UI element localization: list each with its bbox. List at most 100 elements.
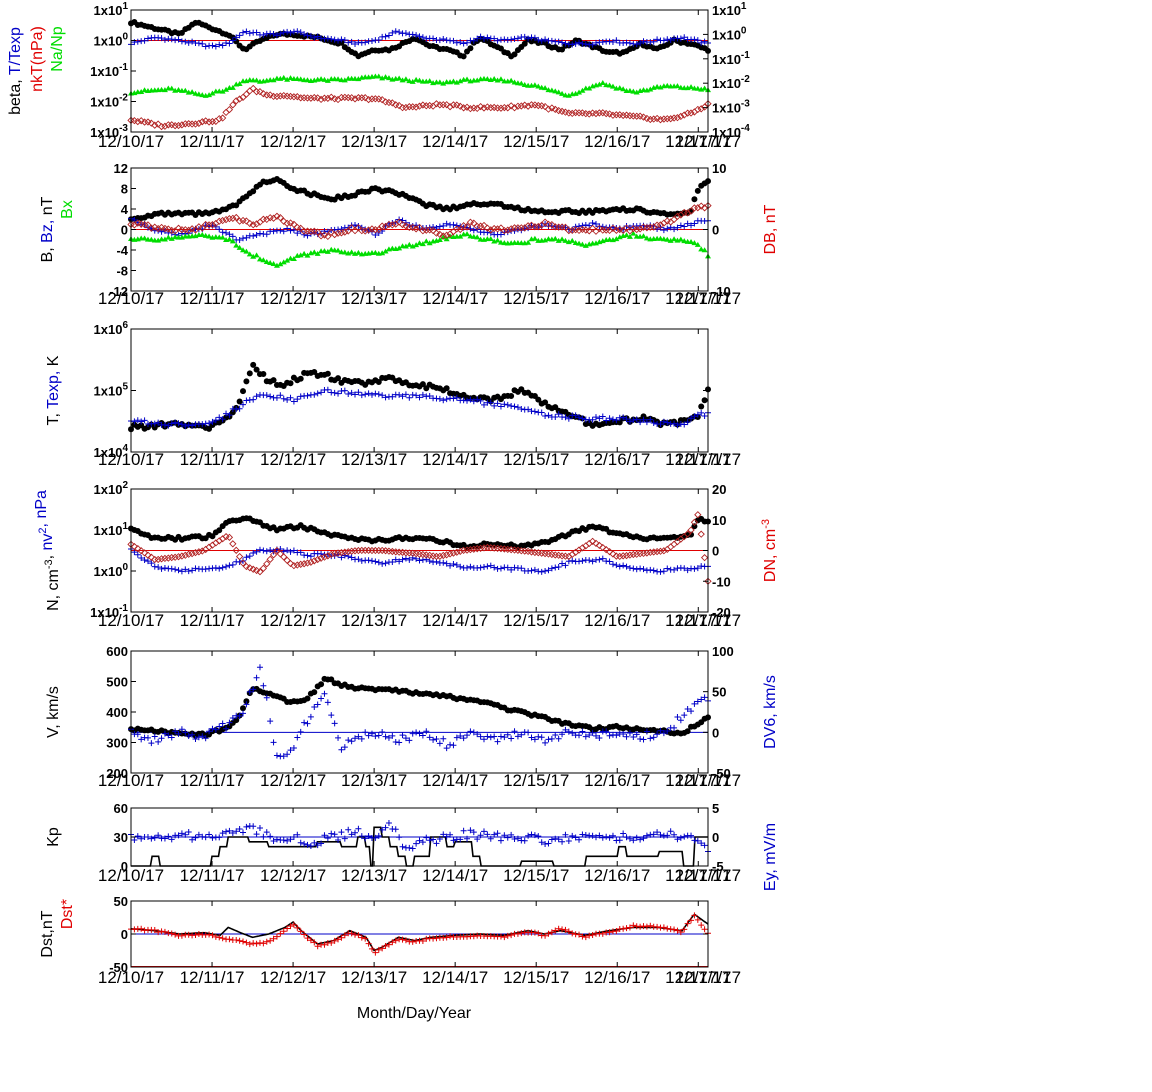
data-point <box>284 257 291 263</box>
data-point <box>351 95 359 103</box>
data-point <box>396 391 403 398</box>
data-point <box>331 549 339 558</box>
data-point <box>650 420 657 427</box>
data-point <box>178 421 185 428</box>
data-point <box>511 51 518 58</box>
data-point <box>579 222 586 229</box>
data-point <box>436 552 444 561</box>
data-point <box>375 36 382 43</box>
data-point <box>161 122 169 130</box>
data-point <box>233 202 240 209</box>
data-point <box>223 725 230 732</box>
data-point <box>487 399 494 406</box>
data-point <box>592 109 600 118</box>
data-point <box>157 122 166 131</box>
data-point <box>473 545 481 553</box>
data-point <box>671 420 678 427</box>
data-point <box>263 694 270 701</box>
data-point <box>447 933 454 940</box>
data-point <box>559 838 566 845</box>
data-point <box>463 103 471 111</box>
data-point <box>426 837 433 844</box>
data-point <box>426 224 433 231</box>
data-point <box>525 35 532 42</box>
data-point <box>616 234 623 240</box>
data-point <box>321 832 328 839</box>
left-tick-label: 4 <box>121 202 129 217</box>
data-point <box>134 833 141 840</box>
data-point <box>565 415 572 422</box>
data-point <box>647 922 654 929</box>
data-point <box>569 41 576 48</box>
data-point <box>368 38 375 45</box>
data-point <box>219 88 226 94</box>
data-point <box>643 832 650 839</box>
data-point <box>565 838 572 845</box>
data-point <box>504 401 511 408</box>
data-point <box>464 397 471 404</box>
data-point <box>701 397 708 404</box>
data-point <box>637 419 644 426</box>
data-point <box>328 830 335 837</box>
data-point <box>606 732 613 739</box>
left-tick-label: 1x10-3 <box>90 123 128 140</box>
data-point <box>423 935 430 942</box>
data-point <box>131 836 138 843</box>
data-point <box>656 116 665 124</box>
data-point <box>273 212 281 220</box>
data-point <box>497 403 504 410</box>
data-point <box>242 217 251 225</box>
data-point <box>324 77 331 83</box>
data-point <box>219 416 226 423</box>
left-tick-label: -12 <box>109 284 128 299</box>
data-point <box>172 419 179 426</box>
data-point <box>250 549 257 556</box>
data-point <box>321 941 328 948</box>
data-point <box>331 937 338 944</box>
data-point <box>402 243 409 249</box>
data-point <box>626 924 633 931</box>
data-point <box>647 735 654 742</box>
data-point <box>681 238 688 244</box>
data-point <box>260 547 267 554</box>
data-point <box>487 562 494 569</box>
data-point <box>419 938 426 945</box>
data-point <box>335 390 342 397</box>
data-point <box>552 731 559 738</box>
data-point <box>318 695 325 702</box>
data-point <box>426 240 433 246</box>
data-point <box>439 232 447 240</box>
data-point <box>555 89 562 95</box>
data-point <box>542 413 549 420</box>
data-point <box>310 557 318 565</box>
data-point <box>688 415 695 422</box>
data-point <box>287 75 294 81</box>
data-point <box>219 830 226 837</box>
data-point <box>181 551 189 559</box>
data-point <box>161 421 168 428</box>
data-point <box>375 832 382 839</box>
data-point <box>633 112 641 120</box>
data-point <box>613 732 620 739</box>
data-point <box>151 121 159 129</box>
data-point <box>151 420 158 427</box>
data-point <box>134 544 142 553</box>
data-point <box>687 526 695 534</box>
data-point <box>531 34 538 41</box>
data-point <box>555 237 562 243</box>
left-tick-label: 200 <box>106 766 128 781</box>
data-point <box>671 831 678 838</box>
data-point <box>688 708 695 715</box>
data-point <box>555 925 562 932</box>
data-point <box>215 115 223 123</box>
data-point <box>640 416 647 423</box>
data-point <box>576 39 583 46</box>
data-point <box>698 922 705 929</box>
data-point <box>182 566 189 573</box>
data-point <box>504 731 511 738</box>
x-tick-label: 12/17/17 <box>675 450 741 469</box>
data-point <box>158 565 165 572</box>
data-point <box>216 527 223 534</box>
data-point <box>491 76 498 82</box>
